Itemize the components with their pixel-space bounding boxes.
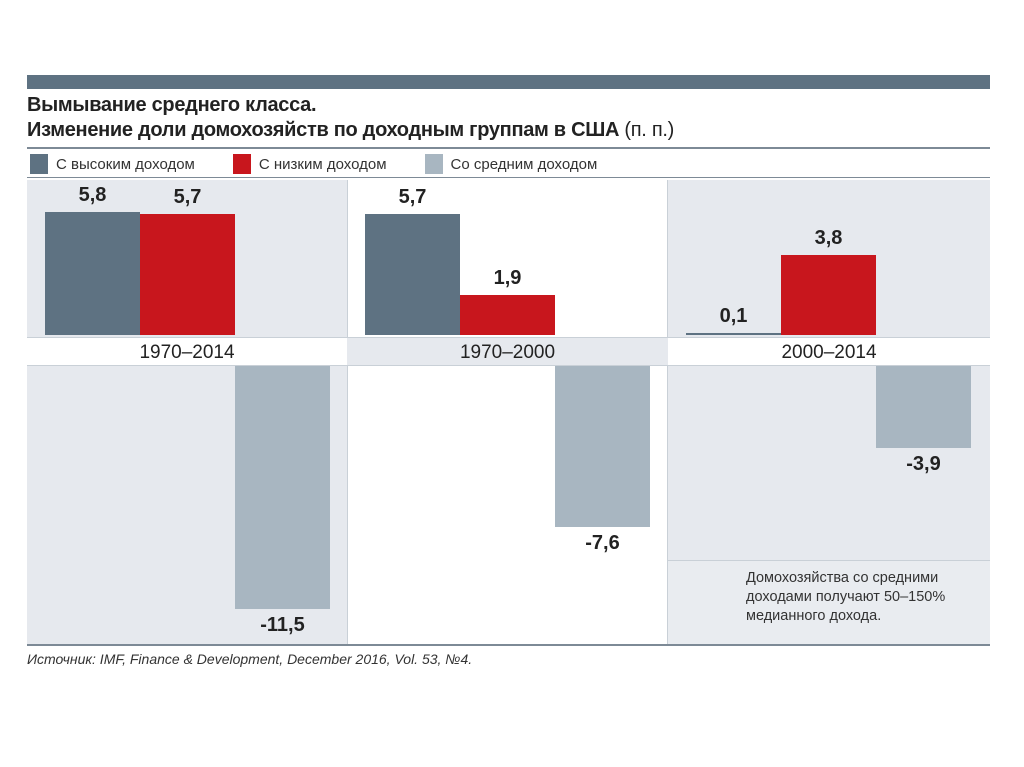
data-label: 0,1 — [719, 304, 748, 327]
bar-middle-1 — [555, 366, 650, 527]
note-line: Домохозяйства со средними — [746, 570, 939, 586]
data-label: -7,6 — [585, 531, 620, 554]
unit-label: (п. п.) — [624, 119, 674, 141]
data-label: 3,8 — [814, 226, 843, 249]
category-label: 1970–2014 — [27, 337, 347, 366]
legend-item-low: С низким доходом — [232, 154, 387, 174]
divider — [27, 177, 990, 178]
legend-label: С низким доходом — [258, 155, 387, 173]
data-label: 5,8 — [78, 184, 107, 207]
note-line: доходами получают 50–150% — [746, 589, 946, 605]
chart-title: Вымывание среднего класса. — [27, 94, 317, 116]
bar-middle-2 — [876, 366, 971, 449]
bar-high-0 — [45, 212, 140, 335]
bar-middle-0 — [235, 366, 330, 610]
legend-label: Со средним доходом — [450, 155, 598, 173]
legend-item-middle: Со средним доходом — [424, 154, 598, 174]
divider — [27, 147, 990, 149]
bar-high-2 — [686, 332, 781, 335]
data-label: -11,5 — [260, 614, 305, 637]
footnote-box: Домохозяйства со средними доходами получ… — [668, 560, 990, 645]
chart-subtitle: Изменение доли домохозяйств по доходным … — [27, 119, 674, 142]
category-label: 1970–2000 — [347, 337, 668, 366]
bottom-divider — [27, 644, 990, 646]
bar-low-0 — [140, 214, 235, 335]
data-label: 5,7 — [398, 186, 427, 209]
legend-swatch — [30, 154, 48, 174]
bar-low-2 — [781, 254, 876, 335]
legend-swatch — [232, 154, 251, 174]
category-label: 2000–2014 — [668, 337, 990, 366]
bar-low-1 — [460, 294, 555, 335]
data-label: 1,9 — [493, 266, 522, 289]
data-label: -3,9 — [906, 453, 941, 476]
data-label: 5,7 — [173, 186, 202, 209]
legend-label: С высоким доходом — [56, 155, 195, 173]
top-bar — [27, 75, 990, 89]
bar-high-1 — [365, 214, 460, 335]
note-line: медианного дохода. — [746, 608, 882, 624]
legend-item-high: С высоким доходом — [30, 154, 195, 174]
source-text: Источник: IMF, Finance & Development, De… — [27, 651, 473, 667]
legend-swatch — [424, 154, 443, 174]
legend: С высоким доходом С низким доходом Со ср… — [30, 152, 635, 176]
subtitle-text: Изменение доли домохозяйств по доходным … — [27, 119, 620, 141]
